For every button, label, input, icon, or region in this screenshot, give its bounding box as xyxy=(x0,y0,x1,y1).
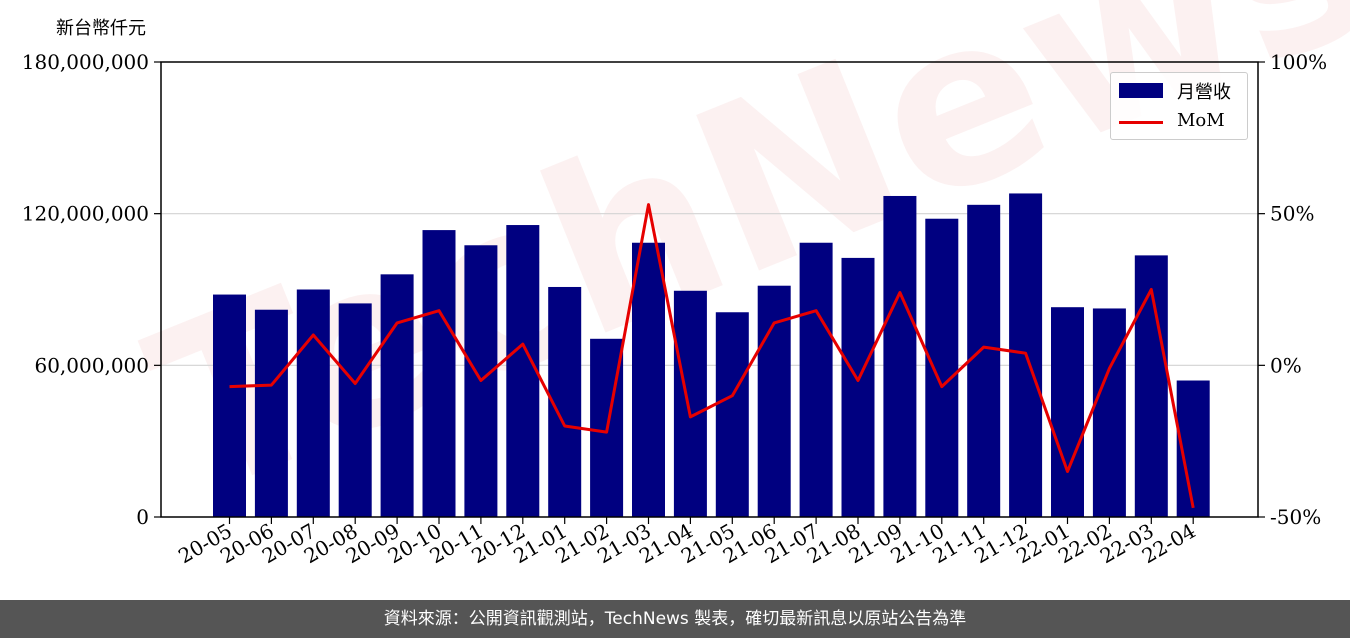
legend-label-mom: MoM xyxy=(1177,110,1225,131)
bar-20-12 xyxy=(506,225,540,517)
bar-21-07 xyxy=(799,242,833,517)
revenue-chart: 0 60,000,000 120,000,000 180,000,000 -50% 0% 5… xyxy=(22,50,1327,568)
y2-tick-label: 0% xyxy=(1270,353,1302,377)
bar-22-03 xyxy=(1134,255,1168,517)
bar-20-10 xyxy=(422,230,456,517)
source-footer: 資料來源：公開資訊觀測站，TechNews 製表，確切最新訊息以原站公告為準 xyxy=(0,600,1350,638)
mom-line-series xyxy=(229,203,1195,509)
y-axis-unit-label: 新台幣仟元 xyxy=(56,18,146,39)
mom-line xyxy=(229,203,1195,509)
bar-20-06 xyxy=(254,309,288,517)
bar-21-10 xyxy=(925,218,959,517)
bar-21-09 xyxy=(883,195,917,517)
bar-21-04 xyxy=(673,290,707,517)
y-tick-label: 180,000,000 xyxy=(22,50,149,74)
bar-21-08 xyxy=(841,257,875,517)
legend-swatch-bar xyxy=(1119,83,1163,98)
y-tick-label: 60,000,000 xyxy=(34,353,149,377)
bar-21-11 xyxy=(967,204,1001,517)
y-tick-label: 0 xyxy=(136,505,149,529)
y2-tick-label: -50% xyxy=(1270,505,1321,529)
bar-21-03 xyxy=(632,242,665,517)
bar-22-01 xyxy=(1051,307,1084,517)
bar-20-08 xyxy=(338,303,372,517)
legend-item-mom: MoM xyxy=(1111,107,1247,137)
legend: 月營收 MoM xyxy=(1110,72,1248,140)
bar-20-09 xyxy=(380,274,414,517)
bar-20-07 xyxy=(296,289,330,517)
legend-swatch-line xyxy=(1119,121,1163,124)
bar-20-05 xyxy=(213,294,246,517)
y-tick-label: 120,000,000 xyxy=(22,202,149,226)
legend-item-revenue: 月營收 xyxy=(1111,75,1247,105)
y2-tick-label: 50% xyxy=(1270,202,1314,226)
plot-frame xyxy=(160,61,1259,518)
bar-22-02 xyxy=(1092,308,1126,517)
legend-label-revenue: 月營收 xyxy=(1177,82,1231,103)
y2-tick-label: 100% xyxy=(1270,50,1327,74)
bar-21-05 xyxy=(715,312,749,517)
bar-series xyxy=(213,193,1210,517)
